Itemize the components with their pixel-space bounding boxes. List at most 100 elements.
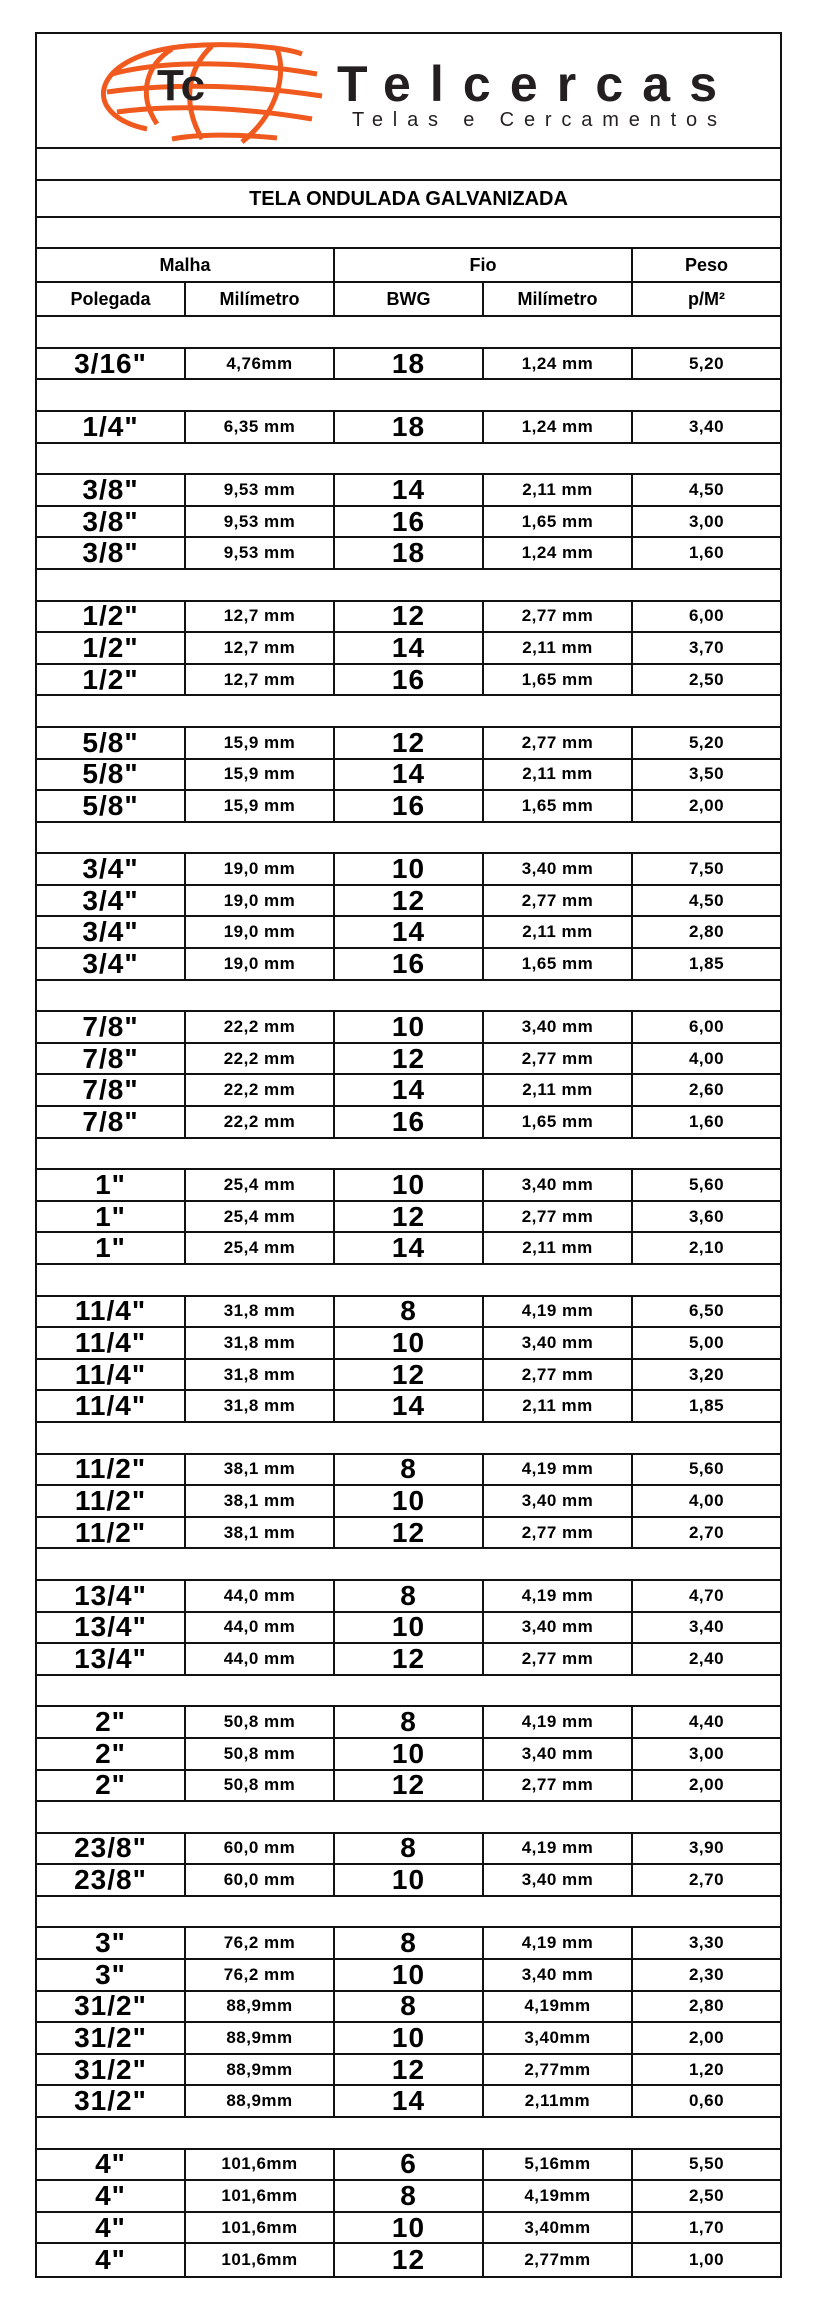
price-table: Tc Telcercas Telas e Cercamentos TELA ON…: [35, 32, 782, 2278]
cell-milimetro-malha: 12,7 mm: [186, 601, 335, 632]
cell-polegada: 23/8": [37, 1864, 186, 1895]
cell-milimetro-fio: 2,77 mm: [484, 1644, 633, 1674]
cell-polegada: 3/16": [37, 348, 186, 379]
cell-milimetro-fio: 2,77 mm: [484, 885, 633, 916]
cell-peso: 5,50: [688, 2154, 725, 2174]
cell-bwg: 8: [335, 1990, 484, 2021]
cell-polegada: 31/2": [37, 2054, 186, 2085]
cell-milimetro-malha: 38,1 mm: [186, 1517, 335, 1548]
cell-milimetro-malha: 25,4 mm: [186, 1201, 335, 1232]
table-row: 7/8" 22,2 mm 12 2,77 mm 4,00: [37, 1043, 780, 1076]
spacer-row: [37, 570, 780, 602]
cell-milimetro-fio: 3,40 mm: [484, 1960, 633, 1990]
header-row-groups: Malha Fio Peso: [37, 249, 780, 284]
cell-milimetro-fio: 1,65 mm: [484, 1107, 633, 1137]
table-row: 1" 25,4 mm 12 2,77 mm 3,60: [37, 1201, 780, 1234]
spacer-row: [37, 2118, 780, 2150]
cell-polegada: 31/2": [37, 1990, 186, 2021]
cell-polegada: 7/8": [37, 1011, 186, 1042]
cell-bwg: 14: [335, 632, 484, 663]
cell-bwg: 16: [335, 664, 484, 695]
table-row: 11/4" 31,8 mm 8 4,19 mm 6,50: [37, 1295, 780, 1329]
cell-bwg: 10: [335, 1169, 484, 1200]
table-row: 31/2" 88,9mm 8 4,19mm 2,80: [37, 1990, 780, 2024]
cell-milimetro-fio: 2,11 mm: [484, 1075, 633, 1106]
table-row: 3/4" 19,0 mm 14 2,11 mm 2,80: [37, 916, 780, 950]
cell-milimetro-malha: 9,53 mm: [186, 506, 335, 537]
cell-peso: 2,80: [688, 922, 725, 942]
cell-peso: 4,70: [688, 1585, 725, 1605]
cell-milimetro-malha: 38,1 mm: [186, 1454, 335, 1485]
svg-text:Tc: Tc: [157, 61, 205, 110]
cell-milimetro-malha: 101,6mm: [186, 2149, 335, 2180]
cell-milimetro-malha: 50,8 mm: [186, 1770, 335, 1801]
cell-milimetro-malha: 22,2 mm: [186, 1012, 335, 1042]
cell-bwg: 10: [335, 2212, 484, 2243]
table-row: 11/4" 31,8 mm 14 2,11 mm 1,85: [37, 1390, 780, 1423]
cell-peso: 5,20: [688, 353, 725, 373]
cell-bwg: 12: [335, 2244, 484, 2276]
spacer-row: [37, 149, 780, 181]
cell-bwg: 14: [335, 2085, 484, 2116]
table-row: 2" 50,8 mm 12 2,77 mm 2,00: [37, 1769, 780, 1803]
cell-milimetro-fio: 2,11 mm: [484, 475, 633, 505]
cell-milimetro-fio: 2,11 mm: [484, 1233, 633, 1263]
cell-polegada: 23/8": [37, 1832, 186, 1863]
cell-milimetro-malha: 76,2 mm: [186, 1928, 335, 1959]
cell-milimetro-fio: 3,40 mm: [484, 1012, 633, 1042]
cell-bwg: 14: [335, 1232, 484, 1263]
cell-bwg: 10: [335, 1327, 484, 1358]
cell-bwg: 18: [335, 411, 484, 442]
header-row-columns: Polegada Milímetro BWG Milímetro p/M²: [37, 283, 780, 318]
cell-bwg: 12: [335, 1769, 484, 1800]
cell-polegada: 3/4": [37, 948, 186, 979]
cell-milimetro-malha: 60,0 mm: [186, 1833, 335, 1864]
table-row: 5/8" 15,9 mm 14 2,11 mm 3,50: [37, 758, 780, 792]
table-row: 11/2" 38,1 mm 8 4,19 mm 5,60: [37, 1453, 780, 1487]
table-row: 7/8" 22,2 mm 16 1,65 mm 1,60: [37, 1106, 780, 1139]
cell-polegada: 3/4": [37, 853, 186, 884]
table-row: 2" 50,8 mm 8 4,19 mm 4,40: [37, 1706, 780, 1739]
cell-peso: 4,40: [688, 1712, 725, 1732]
cell-bwg: 12: [335, 727, 484, 758]
cell-bwg: 10: [335, 1959, 484, 1990]
cell-bwg: 8: [335, 1295, 484, 1326]
cell-peso: 2,70: [688, 1870, 725, 1890]
cell-peso: 3,90: [688, 1838, 725, 1858]
spacer-row: [37, 1139, 780, 1171]
cell-milimetro-malha: 22,2 mm: [186, 1075, 335, 1106]
cell-polegada: 1/2": [37, 600, 186, 631]
cell-peso: 2,70: [688, 1522, 725, 1542]
cell-milimetro-fio: 2,77 mm: [484, 1517, 633, 1548]
table-row: 31/2" 88,9mm 10 3,40mm 2,00: [37, 2022, 780, 2055]
svg-text:Telas e Cercamentos: Telas e Cercamentos: [352, 109, 717, 131]
cell-milimetro-fio: 2,77 mm: [484, 1359, 633, 1390]
spacer-row: [37, 696, 780, 728]
cell-bwg: 14: [335, 916, 484, 947]
cell-peso: 6,00: [688, 606, 725, 626]
cell-polegada: 11/2": [37, 1485, 186, 1516]
cell-polegada: 11/2": [37, 1517, 186, 1548]
spacer-row: [37, 1897, 780, 1929]
cell-peso: 3,40: [688, 416, 725, 436]
spacer-row: [37, 1676, 780, 1708]
cell-milimetro-fio: 1,24 mm: [484, 538, 633, 568]
cell-milimetro-fio: 4,19 mm: [484, 1833, 633, 1864]
table-row: 1" 25,4 mm 10 3,40 mm 5,60: [37, 1169, 780, 1202]
table-row: 1/4" 6,35 mm 18 1,24 mm 3,40: [37, 411, 780, 444]
cell-peso: 5,60: [688, 1175, 725, 1195]
cell-milimetro-fio: 1,65 mm: [484, 791, 633, 821]
table-row: 13/4" 44,0 mm 8 4,19 mm 4,70: [37, 1580, 780, 1613]
spacer-row: [37, 1802, 780, 1834]
header-peso: Peso: [684, 254, 729, 275]
cell-milimetro-fio: 1,65 mm: [484, 949, 633, 979]
cell-bwg: 12: [335, 2054, 484, 2085]
cell-bwg: 16: [335, 790, 484, 821]
cell-bwg: 14: [335, 1390, 484, 1421]
cell-peso: 1,85: [688, 953, 725, 973]
cell-milimetro-fio: 1,65 mm: [484, 664, 633, 695]
cell-milimetro-malha: 15,9 mm: [186, 727, 335, 758]
cell-milimetro-malha: 101,6mm: [186, 2212, 335, 2243]
cell-polegada: 1/4": [37, 411, 186, 442]
cell-peso: 1,60: [688, 1111, 725, 1131]
